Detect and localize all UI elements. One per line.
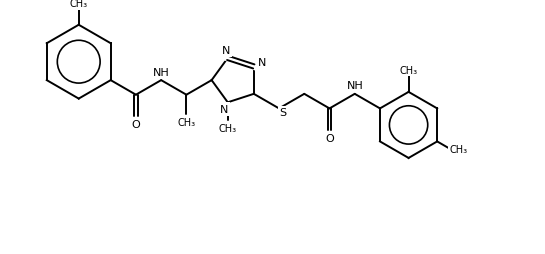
Text: N: N xyxy=(257,57,266,67)
Text: NH: NH xyxy=(153,68,169,78)
Text: CH₃: CH₃ xyxy=(70,0,88,9)
Text: CH₃: CH₃ xyxy=(177,117,196,128)
Text: CH₃: CH₃ xyxy=(449,145,468,155)
Text: CH₃: CH₃ xyxy=(399,65,417,75)
Text: CH₃: CH₃ xyxy=(219,123,237,133)
Text: S: S xyxy=(280,108,287,118)
Text: O: O xyxy=(131,119,140,129)
Text: O: O xyxy=(325,133,334,143)
Text: N: N xyxy=(220,105,228,115)
Text: NH: NH xyxy=(347,81,364,91)
Text: N: N xyxy=(222,46,230,56)
